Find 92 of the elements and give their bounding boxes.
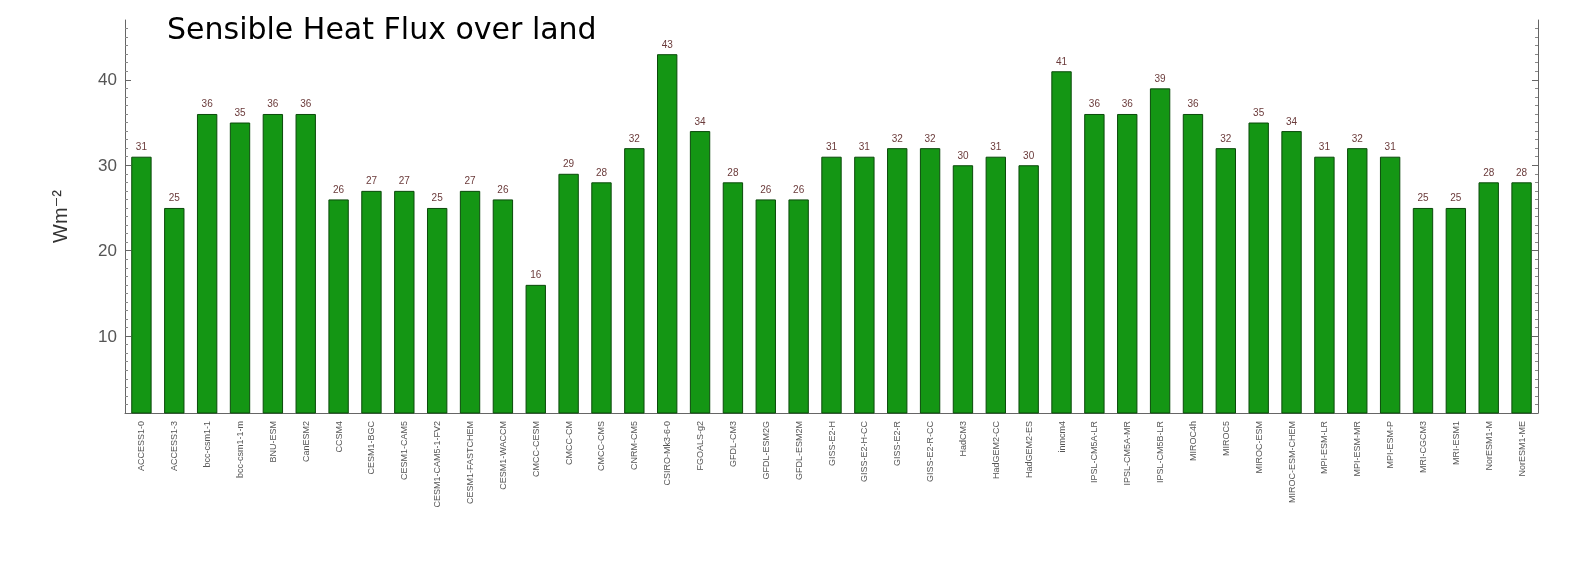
x-tick-label: MRI-CGCM3: [1417, 421, 1428, 473]
data-label: 39: [1154, 72, 1167, 84]
data-label: 27: [464, 175, 477, 187]
data-label: 27: [398, 175, 411, 187]
x-tick-label: CMCC-CESM: [530, 421, 541, 477]
x-tick-label: CESM1-WACCM: [497, 421, 508, 490]
data-label: 26: [760, 183, 772, 195]
y-tick-label: 40: [98, 70, 117, 90]
data-label: 27: [365, 175, 378, 187]
data-label: 25: [168, 192, 181, 204]
x-tick-label: HadCM3: [957, 421, 968, 457]
x-tick-label: IPSL-CM5A-MR: [1122, 420, 1133, 486]
data-label: 25: [431, 192, 444, 204]
x-tick-label: GISS-E2-H: [826, 421, 837, 467]
x-tick-label: HadGEM2-ES: [1023, 421, 1034, 479]
data-label: 32: [1351, 132, 1364, 144]
data-label: 36: [300, 98, 312, 110]
x-tick-label: CMCC-CM: [563, 421, 574, 465]
data-label: 25: [1417, 192, 1429, 204]
y-tick-label: 10: [98, 326, 117, 346]
data-label: 36: [1121, 98, 1134, 110]
x-tick-label: bcc-csm1-1: [202, 421, 213, 468]
x-tick-label: bcc-csm1-1-m: [235, 421, 246, 479]
x-tick-label: GFDL-ESM2M: [793, 421, 804, 481]
data-label: 28: [1483, 166, 1495, 178]
data-label: 31: [135, 141, 148, 153]
data-label: 31: [858, 141, 871, 153]
x-tick-label: MIROC-ESM-CHEM: [1286, 421, 1297, 503]
x-tick-label: GFDL-CM3: [727, 421, 738, 468]
data-label: 31: [1384, 141, 1397, 153]
data-label: 25: [1450, 192, 1462, 204]
data-label: 31: [1318, 141, 1331, 153]
x-tick-label: MIROC5: [1220, 421, 1231, 457]
x-tick-label: MPI-ESM-P: [1385, 421, 1396, 469]
data-label: 31: [990, 141, 1002, 153]
x-tick-label: NorESM1-M: [1483, 421, 1494, 471]
x-tick-label: HadGEM2-CC: [990, 420, 1001, 480]
chart-title: Sensible Heat Flux over land: [167, 10, 597, 46]
data-label: 34: [1285, 115, 1298, 127]
data-label: 36: [201, 98, 214, 110]
y-axis-title: Wm⁻²: [49, 189, 71, 243]
x-tick-label: CESM1-FASTCHEM: [465, 421, 476, 505]
x-tick-label: IPSL-CM5A-LR: [1089, 420, 1100, 484]
data-label: 36: [1187, 98, 1199, 110]
data-label: 29: [563, 158, 575, 170]
data-label: 28: [727, 166, 739, 178]
x-tick-label: MPI-ESM-MR: [1352, 420, 1363, 477]
data-label: 26: [333, 183, 345, 195]
data-label: 35: [234, 107, 247, 119]
data-label: 28: [1516, 166, 1528, 178]
x-tick-label: GISS-E2-H-CC: [859, 420, 870, 483]
data-label: 32: [891, 132, 904, 144]
x-tick-label: MIROC-ESM: [1253, 421, 1264, 474]
x-tick-label: ACCESS1-3: [169, 421, 180, 472]
x-tick-label: GFDL-ESM2G: [760, 421, 771, 480]
x-tick-label: FGOALS-g2: [695, 421, 706, 471]
data-label: 32: [1220, 132, 1232, 144]
data-label: 32: [628, 132, 641, 144]
x-tick-label: BNU-ESM: [267, 421, 278, 463]
data-label: 30: [957, 149, 969, 161]
x-tick-label: MPI-ESM-LR: [1319, 420, 1330, 475]
data-label: 30: [1023, 149, 1035, 161]
data-label: 36: [1088, 98, 1101, 110]
x-tick-label: NorESM1-ME: [1516, 421, 1527, 477]
y-tick-label: 30: [98, 155, 117, 175]
x-tick-label: CESM1-CAM5: [399, 421, 410, 481]
data-label: 16: [530, 269, 542, 281]
data-label: 31: [825, 141, 838, 153]
data-label: 41: [1055, 55, 1068, 67]
x-tick-label: CNRM-CM5: [629, 421, 640, 470]
data-label: 34: [694, 115, 707, 127]
x-tick-label: CESM1-BGC: [366, 420, 377, 475]
x-tick-label: inmcm4: [1056, 421, 1067, 453]
x-tick-label: CSIRO-Mk3-6-0: [662, 421, 673, 486]
data-label: 26: [793, 183, 805, 195]
x-tick-label: CanESM2: [300, 421, 311, 463]
x-tick-label: IPSL-CM5B-LR: [1155, 420, 1166, 484]
data-label: 32: [924, 132, 937, 144]
data-label: 26: [497, 183, 509, 195]
x-tick-label: CESM1-CAM5-1-FV2: [432, 421, 443, 508]
x-tick-label: CMCC-CMS: [596, 421, 607, 471]
data-label: 35: [1253, 107, 1265, 119]
data-label: 43: [661, 38, 674, 50]
data-label: 36: [267, 98, 279, 110]
x-tick-label: MRI-ESM1: [1450, 421, 1461, 466]
x-tick-label: MIROC4h: [1187, 421, 1198, 462]
y-tick-label: 20: [98, 241, 117, 261]
x-tick-label: GISS-E2-R: [892, 420, 903, 467]
x-tick-label: ACCESS1-0: [136, 421, 147, 472]
x-tick-label: CCSM4: [333, 421, 344, 453]
data-label: 28: [595, 166, 608, 178]
x-tick-label: GISS-E2-R-CC: [925, 420, 936, 483]
